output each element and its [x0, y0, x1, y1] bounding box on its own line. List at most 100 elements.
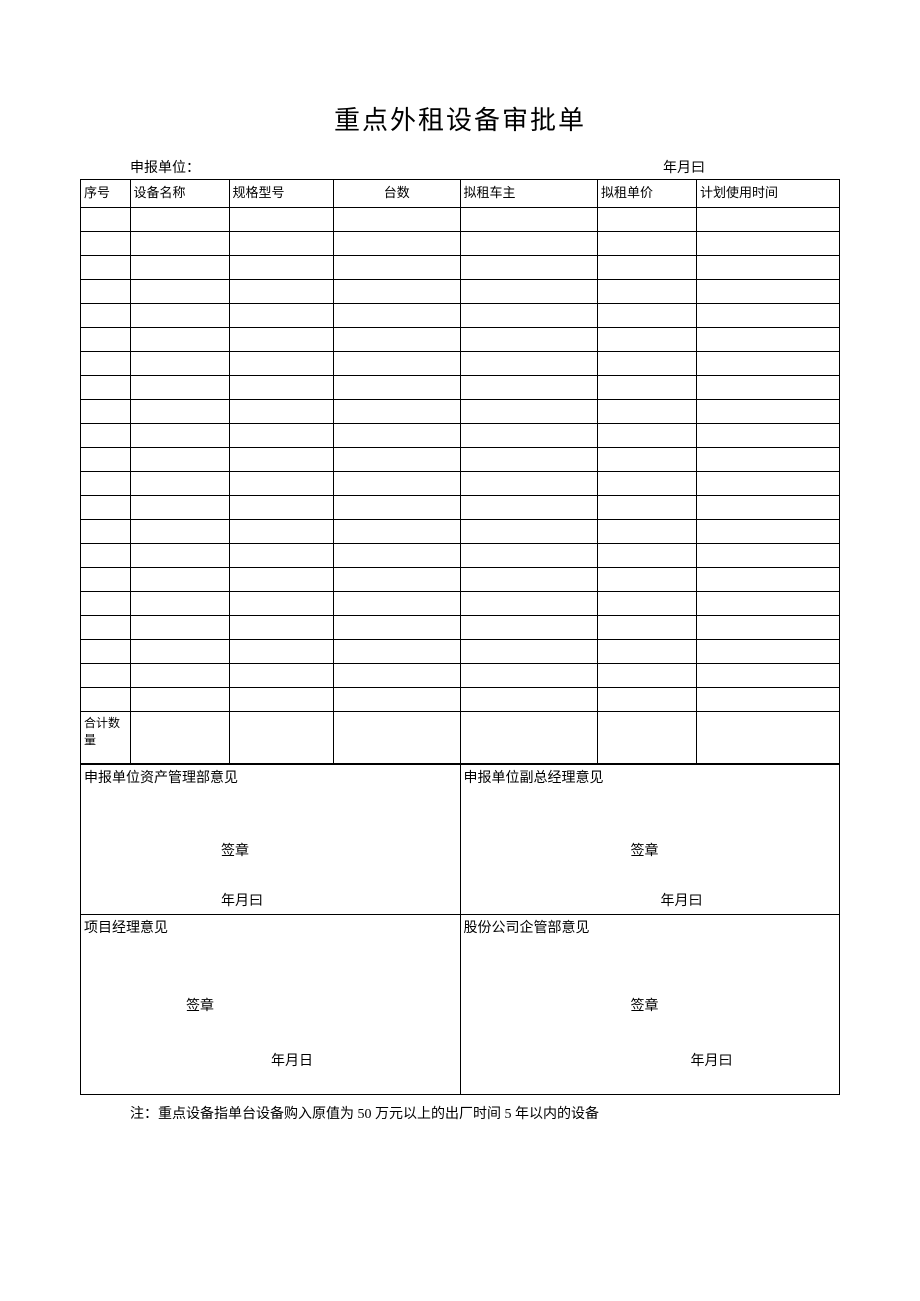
table-cell: [229, 592, 334, 616]
table-cell: [229, 520, 334, 544]
table-cell: [598, 232, 697, 256]
total-cell: [460, 712, 598, 764]
table-cell: [130, 640, 229, 664]
table-cell: [334, 400, 461, 424]
table-cell: [334, 664, 461, 688]
col-time: 计划使用时间: [697, 180, 840, 208]
table-cell: [697, 304, 840, 328]
table-row: [81, 520, 840, 544]
table-cell: [229, 352, 334, 376]
table-row: [81, 328, 840, 352]
table-row: [81, 352, 840, 376]
table-row: [81, 304, 840, 328]
table-cell: [81, 592, 131, 616]
table-cell: [460, 568, 598, 592]
table-cell: [130, 472, 229, 496]
col-seq: 序号: [81, 180, 131, 208]
total-cell: [334, 712, 461, 764]
table-cell: [81, 400, 131, 424]
table-cell: [460, 448, 598, 472]
table-cell: [334, 208, 461, 232]
table-cell: [598, 568, 697, 592]
total-cell: [697, 712, 840, 764]
table-cell: [130, 520, 229, 544]
table-cell: [130, 256, 229, 280]
table-cell: [229, 568, 334, 592]
table-cell: [598, 664, 697, 688]
table-row: [81, 280, 840, 304]
table-cell: [130, 568, 229, 592]
table-row: [81, 592, 840, 616]
approval-title-4: 股份公司企管部意见: [464, 917, 837, 937]
table-cell: [460, 472, 598, 496]
table-cell: [81, 304, 131, 328]
table-cell: [598, 400, 697, 424]
table-row: [81, 664, 840, 688]
signature-4: 签章: [631, 995, 659, 1015]
table-cell: [130, 616, 229, 640]
table-cell: [229, 256, 334, 280]
table-cell: [130, 280, 229, 304]
table-cell: [460, 664, 598, 688]
table-cell: [598, 688, 697, 712]
table-cell: [130, 424, 229, 448]
table-cell: [334, 568, 461, 592]
table-cell: [130, 592, 229, 616]
table-cell: [460, 424, 598, 448]
table-cell: [460, 496, 598, 520]
table-cell: [697, 640, 840, 664]
table-cell: [334, 520, 461, 544]
table-cell: [697, 280, 840, 304]
table-cell: [460, 400, 598, 424]
table-cell: [697, 352, 840, 376]
table-row: [81, 688, 840, 712]
table-cell: [81, 496, 131, 520]
col-price: 拟租单价: [598, 180, 697, 208]
table-cell: [334, 592, 461, 616]
table-cell: [598, 352, 697, 376]
table-cell: [334, 304, 461, 328]
table-cell: [334, 616, 461, 640]
table-cell: [130, 328, 229, 352]
table-cell: [229, 400, 334, 424]
table-cell: [598, 376, 697, 400]
table-cell: [598, 448, 697, 472]
table-cell: [697, 472, 840, 496]
table-cell: [81, 328, 131, 352]
table-cell: [229, 448, 334, 472]
table-cell: [130, 232, 229, 256]
table-cell: [130, 496, 229, 520]
approval-block-2: 申报单位副总经理意见 签章 年月曰: [460, 765, 840, 915]
date-4: 年月曰: [691, 1050, 733, 1070]
table-cell: [229, 232, 334, 256]
approval-block-3: 项目经理意见 签章 年月日: [81, 915, 461, 1095]
table-row: [81, 208, 840, 232]
table-cell: [334, 496, 461, 520]
table-cell: [81, 232, 131, 256]
table-cell: [130, 688, 229, 712]
header-row: 申报单位： 年月曰: [80, 157, 840, 177]
table-cell: [81, 568, 131, 592]
approval-title-3: 项目经理意见: [84, 917, 457, 937]
table-cell: [229, 496, 334, 520]
table-cell: [229, 376, 334, 400]
table-cell: [229, 328, 334, 352]
signature-3: 签章: [186, 995, 214, 1015]
table-cell: [697, 328, 840, 352]
table-row: [81, 616, 840, 640]
table-cell: [460, 208, 598, 232]
table-cell: [697, 256, 840, 280]
table-cell: [334, 376, 461, 400]
table-cell: [229, 304, 334, 328]
date-2: 年月曰: [661, 890, 703, 910]
approval-block-1: 申报单位资产管理部意见 签章 年月曰: [81, 765, 461, 915]
table-cell: [697, 496, 840, 520]
col-name: 设备名称: [130, 180, 229, 208]
table-cell: [81, 664, 131, 688]
col-owner: 拟租车主: [460, 180, 598, 208]
table-cell: [81, 640, 131, 664]
col-qty: 台数: [334, 180, 461, 208]
table-cell: [697, 616, 840, 640]
table-row: [81, 496, 840, 520]
main-table: 序号 设备名称 规格型号 台数 拟租车主 拟租单价 计划使用时间 合计数量: [80, 179, 840, 764]
